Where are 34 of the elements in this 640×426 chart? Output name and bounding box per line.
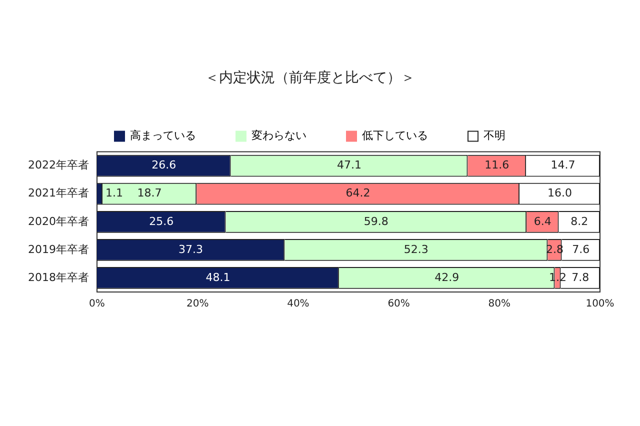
x-tick-label: 20% xyxy=(186,298,209,310)
data-label: 16.0 xyxy=(548,186,572,200)
y-tick-label: 2018年卒者 xyxy=(28,270,89,284)
x-tick-label: 0% xyxy=(89,298,105,310)
data-label: 42.9 xyxy=(434,270,460,284)
x-tick-label: 60% xyxy=(388,298,410,310)
data-label: 6.4 xyxy=(534,214,552,228)
data-label: 48.1 xyxy=(206,270,230,284)
y-tick-label: 2022年卒者 xyxy=(28,158,89,172)
data-label: 11.6 xyxy=(484,158,510,172)
chart-title: ＜内定状況（前年度と比べて）＞ xyxy=(205,70,415,86)
y-tick-label: 2020年卒者 xyxy=(28,214,89,228)
data-label: 8.2 xyxy=(570,214,588,228)
data-label: 1.1 xyxy=(106,186,124,200)
y-tick-label: 2021年卒者 xyxy=(28,186,89,200)
legend-label: 低下している xyxy=(362,129,428,142)
data-label: 14.7 xyxy=(550,158,576,172)
data-label: 52.3 xyxy=(404,242,428,256)
data-label: 59.8 xyxy=(364,214,388,228)
x-tick-label: 100% xyxy=(586,298,614,310)
y-tick-label: 2019年卒者 xyxy=(28,242,89,256)
legend-label: 変わらない xyxy=(252,129,306,142)
legend-label: 高まっている xyxy=(130,129,196,142)
x-tick-label: 40% xyxy=(287,298,310,310)
data-label: 26.6 xyxy=(152,158,176,172)
data-label: 25.6 xyxy=(149,214,174,228)
data-label: 7.6 xyxy=(572,242,590,256)
data-label: 64.2 xyxy=(346,186,370,200)
data-label: 18.7 xyxy=(137,186,162,200)
data-label: 47.1 xyxy=(337,158,362,172)
data-label: 37.3 xyxy=(178,242,204,256)
data-label: 7.8 xyxy=(572,270,590,284)
x-tick-label: 80% xyxy=(488,298,511,310)
legend-label: 不明 xyxy=(484,129,506,142)
